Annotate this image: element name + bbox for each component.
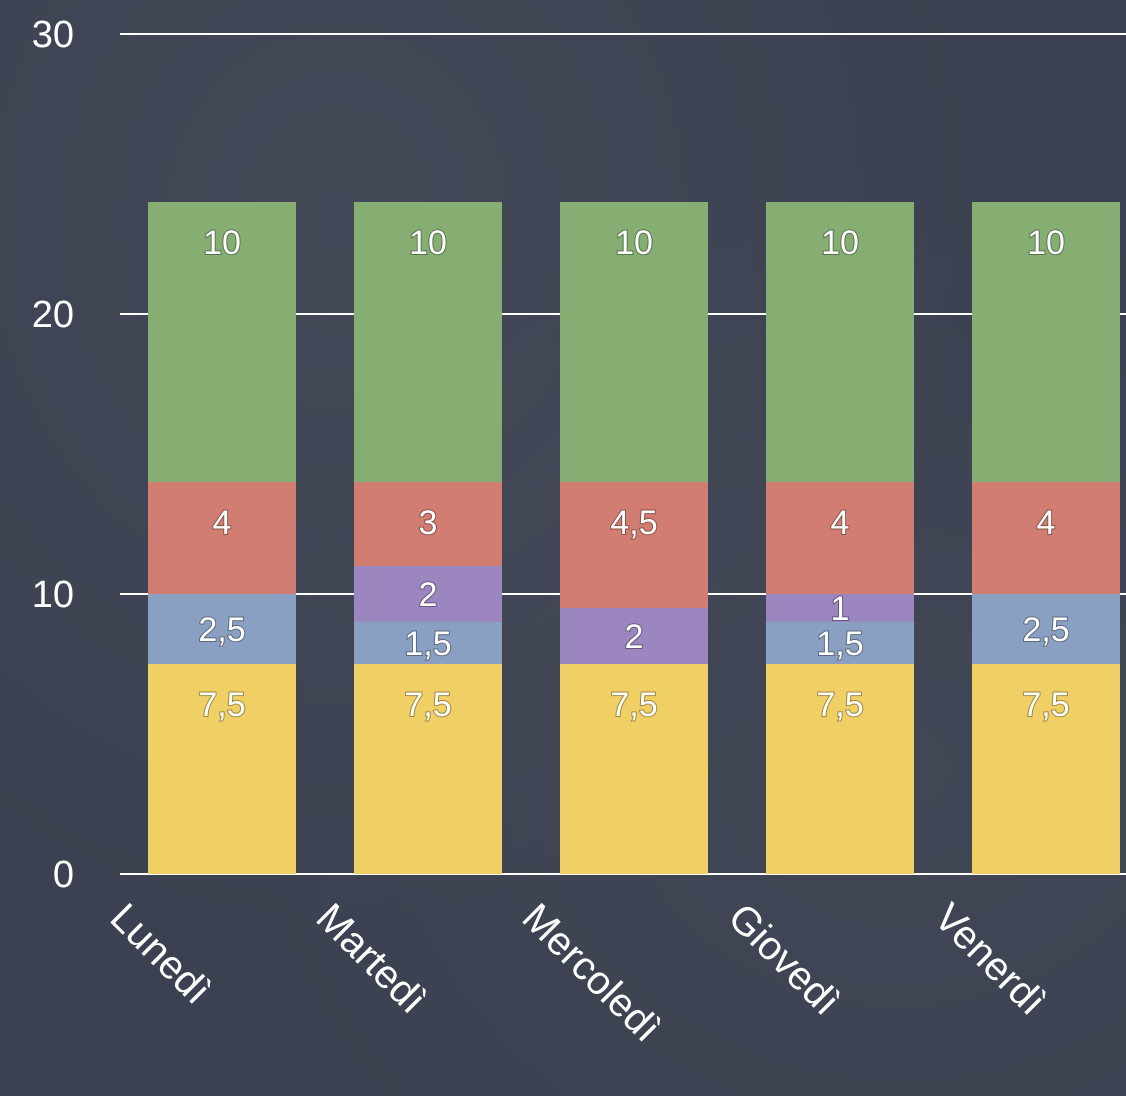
y-tick-label: 0 bbox=[53, 854, 74, 896]
data-label: 10 bbox=[409, 224, 447, 262]
x-tick-label: Venerdì bbox=[926, 895, 1055, 1024]
bar-segment bbox=[972, 482, 1120, 594]
bar-segment bbox=[972, 202, 1120, 482]
bar-segment bbox=[560, 482, 708, 608]
bar-segment bbox=[560, 202, 708, 482]
bar-stack-3 bbox=[560, 202, 708, 874]
y-tick-label: 10 bbox=[32, 574, 74, 616]
data-label: 1,5 bbox=[404, 625, 451, 663]
data-label: 1,5 bbox=[816, 625, 863, 663]
bar-segment bbox=[972, 664, 1120, 874]
bar-segment bbox=[354, 202, 502, 482]
data-label: 10 bbox=[203, 224, 241, 262]
bars bbox=[148, 202, 1120, 874]
data-label: 10 bbox=[1027, 224, 1065, 262]
y-tick-label: 30 bbox=[32, 14, 74, 56]
bar-segment bbox=[972, 594, 1120, 664]
data-label: 3 bbox=[419, 504, 438, 542]
y-tick-label: 20 bbox=[32, 294, 74, 336]
bar-stack-1 bbox=[148, 202, 296, 874]
segment-labels: 7,52,54107,51,523107,524,5107,51,514107,… bbox=[197, 223, 1070, 725]
data-label: 7,5 bbox=[198, 686, 245, 724]
bar-segment bbox=[560, 664, 708, 874]
bar-segment bbox=[766, 664, 914, 874]
bar-segment bbox=[148, 664, 296, 874]
data-label: 7,5 bbox=[1022, 686, 1069, 724]
data-label: 10 bbox=[821, 224, 859, 262]
x-tick-label: Lunedì bbox=[102, 895, 220, 1013]
bar-segment bbox=[148, 594, 296, 664]
bar-segment bbox=[148, 482, 296, 594]
bar-segment bbox=[766, 482, 914, 594]
bar-segment bbox=[354, 482, 502, 566]
bar-segment bbox=[354, 622, 502, 664]
data-label: 7,5 bbox=[610, 686, 657, 724]
bar-segment bbox=[354, 664, 502, 874]
bar-stack-4 bbox=[766, 202, 914, 874]
bar-segment bbox=[148, 202, 296, 482]
data-label: 7,5 bbox=[816, 686, 863, 724]
bar-segment bbox=[560, 608, 708, 664]
x-tick-label: Giovedì bbox=[720, 895, 849, 1024]
data-label: 1 bbox=[831, 590, 850, 628]
data-label: 4 bbox=[1037, 504, 1056, 542]
x-axis: Lunedì Martedì Mercoledì Giovedì Venerdì bbox=[102, 895, 1055, 1050]
data-label: 2,5 bbox=[1022, 611, 1069, 649]
data-label: 2 bbox=[625, 618, 644, 656]
data-label: 10 bbox=[615, 224, 653, 262]
data-label: 4,5 bbox=[610, 504, 657, 542]
bar-segment bbox=[766, 594, 914, 622]
data-label: 2 bbox=[419, 576, 438, 614]
y-axis: 0 10 20 30 bbox=[32, 14, 74, 896]
bar-stack-2 bbox=[354, 202, 502, 874]
bar-segment bbox=[766, 622, 914, 664]
bar-stack-5 bbox=[972, 202, 1120, 874]
data-label: 7,5 bbox=[404, 686, 451, 724]
x-tick-label: Martedì bbox=[308, 895, 435, 1022]
bar-segment bbox=[766, 202, 914, 482]
data-label: 4 bbox=[213, 504, 232, 542]
data-label: 4 bbox=[831, 504, 850, 542]
x-tick-label: Mercoledì bbox=[514, 895, 669, 1050]
data-label: 2,5 bbox=[198, 611, 245, 649]
bar-segment bbox=[354, 566, 502, 622]
